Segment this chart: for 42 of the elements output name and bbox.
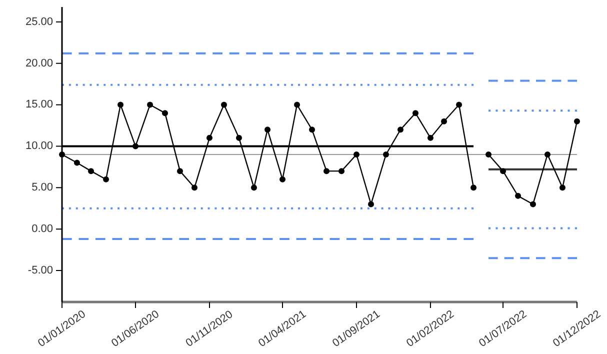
y-tick-label: 25.00 [25, 16, 53, 28]
point [309, 126, 316, 133]
point [456, 102, 462, 108]
y-tick-label: 15.00 [25, 98, 53, 111]
point [353, 152, 360, 158]
point [559, 184, 566, 191]
point [398, 126, 404, 133]
point [280, 176, 286, 182]
point [132, 143, 138, 150]
point [338, 168, 344, 174]
y-tick-label: 0.00 [32, 222, 53, 235]
point [412, 110, 418, 116]
point [324, 168, 330, 174]
point [162, 110, 168, 116]
y-tick-label: 5.00 [32, 182, 53, 194]
point [250, 184, 257, 191]
point [530, 201, 536, 208]
y-tick-label: 10.00 [25, 140, 53, 152]
point [118, 102, 124, 108]
point [264, 126, 271, 133]
point [88, 168, 94, 174]
point [176, 168, 183, 174]
point [206, 134, 212, 141]
point [147, 102, 154, 108]
point [470, 184, 477, 191]
point [515, 192, 522, 199]
point [236, 134, 242, 141]
point [544, 152, 550, 158]
y-tick-label: 20.00 [25, 57, 53, 70]
point [500, 168, 506, 174]
point [486, 152, 492, 158]
y-tick-label: -5.00 [28, 264, 53, 276]
point [574, 118, 580, 124]
point [220, 102, 227, 108]
point [192, 184, 198, 191]
point [103, 176, 110, 182]
point [427, 134, 434, 141]
point [382, 152, 389, 158]
point [368, 201, 374, 208]
point [74, 160, 80, 166]
point [294, 102, 300, 108]
point [441, 118, 448, 124]
